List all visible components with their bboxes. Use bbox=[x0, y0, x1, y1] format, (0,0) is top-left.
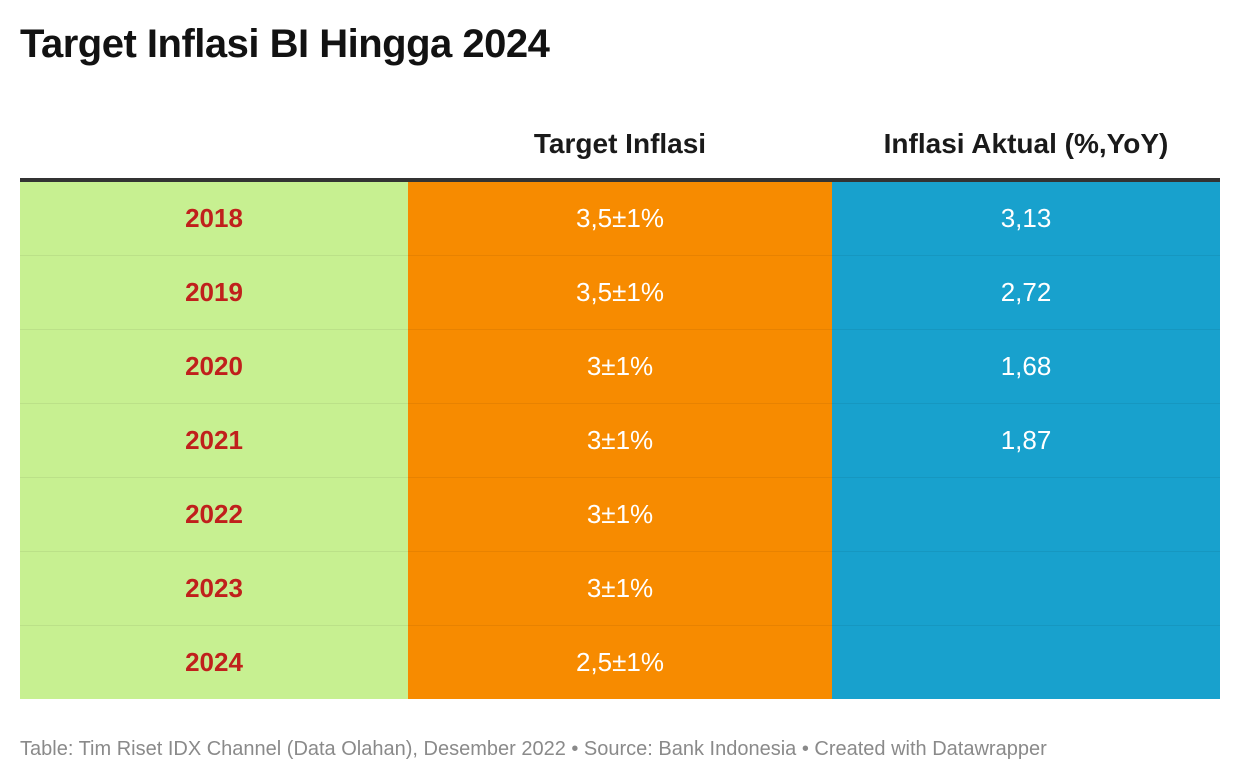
data-table: Target Inflasi Inflasi Aktual (%,YoY) 20… bbox=[20, 110, 1220, 699]
table-row: 2018 3,5±1% 3,13 bbox=[20, 180, 1220, 256]
cell-year: 2022 bbox=[20, 477, 408, 552]
column-header-target: Target Inflasi bbox=[408, 110, 832, 182]
cell-year: 2024 bbox=[20, 625, 408, 699]
cell-inflasi-aktual: 1,87 bbox=[832, 403, 1220, 478]
table-row: 2023 3±1% bbox=[20, 551, 1220, 626]
cell-inflasi-aktual bbox=[832, 477, 1220, 552]
cell-year: 2020 bbox=[20, 329, 408, 404]
cell-target-inflasi: 3±1% bbox=[408, 329, 832, 404]
table-body: 2018 3,5±1% 3,13 2019 3,5±1% 2,72 2020 3±1% 1,68… bbox=[20, 180, 1220, 699]
cell-target-inflasi: 3±1% bbox=[408, 551, 832, 626]
cell-year: 2021 bbox=[20, 403, 408, 478]
data-table-container: Target Inflasi Inflasi Aktual (%,YoY) 20… bbox=[20, 110, 1220, 699]
source-footer: Table: Tim Riset IDX Channel (Data Olaha… bbox=[20, 738, 1047, 760]
cell-year: 2019 bbox=[20, 255, 408, 330]
cell-target-inflasi: 3,5±1% bbox=[408, 255, 832, 330]
column-header-actual: Inflasi Aktual (%,YoY) bbox=[832, 110, 1220, 182]
table-row: 2022 3±1% bbox=[20, 477, 1220, 552]
table-row: 2024 2,5±1% bbox=[20, 625, 1220, 699]
cell-target-inflasi: 3±1% bbox=[408, 403, 832, 478]
cell-inflasi-aktual: 1,68 bbox=[832, 329, 1220, 404]
table-header-row: Target Inflasi Inflasi Aktual (%,YoY) bbox=[20, 110, 1220, 182]
cell-year: 2023 bbox=[20, 551, 408, 626]
table-row: 2021 3±1% 1,87 bbox=[20, 403, 1220, 478]
cell-inflasi-aktual bbox=[832, 625, 1220, 699]
cell-inflasi-aktual: 2,72 bbox=[832, 255, 1220, 330]
cell-year: 2018 bbox=[20, 180, 408, 256]
column-header-year bbox=[20, 110, 408, 182]
cell-inflasi-aktual: 3,13 bbox=[832, 180, 1220, 256]
chart-title: Target Inflasi BI Hingga 2024 bbox=[20, 22, 550, 66]
table-row: 2019 3,5±1% 2,72 bbox=[20, 255, 1220, 330]
cell-target-inflasi: 3±1% bbox=[408, 477, 832, 552]
table-row: 2020 3±1% 1,68 bbox=[20, 329, 1220, 404]
cell-target-inflasi: 2,5±1% bbox=[408, 625, 832, 699]
cell-inflasi-aktual bbox=[832, 551, 1220, 626]
cell-target-inflasi: 3,5±1% bbox=[408, 180, 832, 256]
